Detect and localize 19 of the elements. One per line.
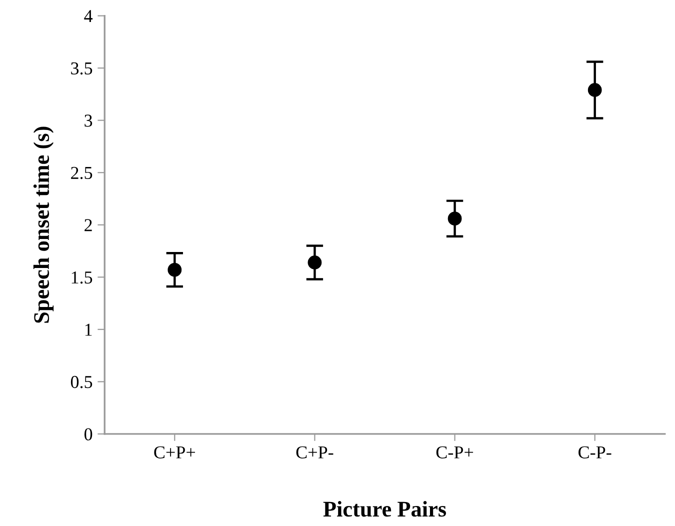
y-tick-label: 0.5 [70, 376, 92, 388]
y-tick-label: 3 [84, 114, 92, 127]
x-tick-label: C-P+ [436, 446, 474, 458]
y-tick-label: 2 [84, 219, 92, 232]
y-tick-label: 3.5 [71, 62, 92, 75]
point [308, 256, 322, 270]
y-tick-label: 2.5 [71, 166, 92, 180]
y-tick-label: 4 [84, 10, 93, 22]
x-axis-title: Picture Pairs [323, 501, 446, 517]
point [448, 212, 462, 226]
y-tick-label: 1 [85, 324, 92, 336]
point [588, 83, 602, 97]
x-tick-label: C+P+ [154, 446, 195, 458]
x-tick-label: C-P- [578, 446, 612, 458]
y-tick-label: 0 [84, 428, 92, 440]
y-tick-label: 1.5 [72, 271, 92, 284]
x-tick-label: C+P- [296, 446, 334, 458]
point [168, 262, 182, 277]
y-axis-title: Speech onset time (s) [33, 126, 54, 323]
